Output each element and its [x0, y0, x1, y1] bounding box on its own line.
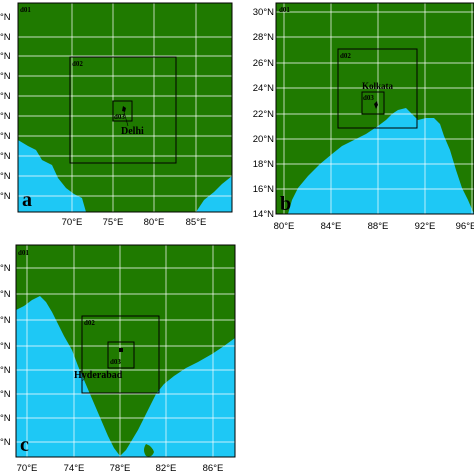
city-shape-kolkata — [374, 101, 378, 109]
map-area-c: d01 d02 d03 Hyderabad c — [15, 244, 236, 458]
domain-d01-box-a — [17, 2, 233, 213]
land-c — [16, 245, 235, 456]
lon-tick: 86°E — [203, 463, 224, 474]
sea-bay-a — [196, 176, 232, 212]
domain-d03-box-b — [361, 91, 385, 115]
panel-label-b: b — [280, 193, 291, 215]
lon-tick: 82°E — [156, 463, 177, 474]
lat-tick: °N — [0, 315, 11, 326]
lat-tick: 14°N — [253, 209, 274, 220]
d01-label-c: d01 — [18, 249, 29, 257]
lon-tick: 75°E — [103, 217, 124, 228]
lon-tick: 70°E — [17, 463, 38, 474]
lon-tick-labels-b: 80°E 84°E 88°E 92°E 96°E — [274, 221, 474, 232]
lat-tick: °N — [0, 51, 11, 62]
lat-tick: °N — [0, 12, 11, 23]
d01-label-a: d01 — [20, 6, 31, 14]
d03-label-c: d03 — [110, 358, 121, 366]
lon-tick: 74°E — [64, 463, 85, 474]
lon-tick: 92°E — [415, 221, 436, 232]
lat-tick: °N — [0, 32, 11, 43]
domain-d02-box-a — [69, 56, 177, 164]
lat-tick: °N — [0, 289, 11, 300]
sri-lanka-c — [144, 444, 154, 457]
lat-tick: 22°N — [253, 109, 274, 120]
lat-tick: °N — [0, 263, 11, 274]
lon-tick: 84°E — [321, 221, 342, 232]
lat-tick: °N — [0, 365, 11, 376]
lat-tick: 18°N — [253, 159, 274, 170]
lat-tick: °N — [0, 131, 11, 142]
lon-tick: 70°E — [62, 217, 83, 228]
d03-label-b: d03 — [363, 94, 374, 102]
d02-label-a: d02 — [72, 60, 83, 68]
lon-tick-labels-c: 70°E 74°E 78°E 82°E 86°E — [17, 463, 224, 474]
d03-label-a: d03 — [114, 113, 125, 121]
lon-tick: 88°E — [368, 221, 389, 232]
panel-label-a: a — [22, 189, 32, 211]
city-shape-delhi — [122, 106, 126, 112]
lat-tick: °N — [0, 91, 11, 102]
lat-tick: °N — [0, 413, 11, 424]
lat-tick: °N — [0, 191, 11, 202]
lat-tick: °N — [0, 437, 11, 448]
city-shape-hyderabad — [119, 348, 123, 352]
lat-tick: °N — [0, 389, 11, 400]
lat-tick-labels-c: °N °N °N °N °N °N °N °N — [0, 263, 11, 448]
lat-tick: 16°N — [253, 184, 274, 195]
lon-tick: 80°E — [274, 221, 295, 232]
domain-d01-box-b — [275, 2, 474, 215]
map-panel-c: d01 d02 d03 Hyderabad c °N °N °N °N °N °… — [0, 244, 236, 474]
lat-tick: 30°N — [253, 7, 274, 18]
lat-tick: °N — [0, 341, 11, 352]
lat-tick-labels-a: °N °N °N °N °N °N °N °N °N °N — [0, 12, 11, 202]
lat-tick: 26°N — [253, 58, 274, 69]
d02-label-b: d02 — [340, 52, 351, 60]
lon-tick: 78°E — [110, 463, 131, 474]
lat-tick: °N — [0, 171, 11, 182]
land-b — [276, 3, 474, 214]
city-label-hyderabad: Hyderabad — [74, 370, 123, 381]
city-pointer-delhi — [123, 111, 129, 127]
map-panel-a: d01 d02 d03 Delhi a °N °N °N °N °N °N °N… — [0, 2, 233, 228]
panel-label-c: c — [20, 434, 29, 456]
city-label-kolkata: Kolkata — [362, 81, 394, 91]
gridlines-b — [276, 3, 474, 214]
domain-d03-box-a — [112, 100, 133, 122]
gulf-kutch-a — [34, 168, 48, 178]
lat-tick: 28°N — [253, 32, 274, 43]
domain-d01-box-c — [15, 244, 236, 458]
lat-tick: °N — [0, 151, 11, 162]
domain-d02-box-b — [337, 48, 418, 129]
city-label-delhi: Delhi — [121, 126, 144, 137]
lon-tick: 85°E — [186, 217, 207, 228]
lon-tick: 80°E — [144, 217, 165, 228]
lat-tick: °N — [0, 111, 11, 122]
d01-label-b: d01 — [279, 6, 290, 14]
map-area-a: d01 d02 d03 Delhi a — [17, 2, 233, 213]
domain-d02-box-c — [81, 315, 160, 394]
lat-tick: 24°N — [253, 83, 274, 94]
lon-tick: 96°E — [456, 221, 474, 232]
d02-label-c: d02 — [84, 319, 95, 327]
map-area-b: d01 d02 d03 Kolkata b — [275, 2, 474, 215]
lat-tick-labels-b: 30°N 28°N 26°N 24°N 22°N 20°N 18°N 16°N … — [253, 7, 274, 220]
map-panel-b: d01 d02 d03 Kolkata b 30°N 28°N 26°N 24°… — [253, 2, 474, 232]
lat-tick: °N — [0, 71, 11, 82]
domain-d03-box-c — [107, 341, 135, 369]
lon-tick-labels-a: 70°E 75°E 80°E 85°E — [62, 217, 207, 228]
lat-tick: 20°N — [253, 134, 274, 145]
